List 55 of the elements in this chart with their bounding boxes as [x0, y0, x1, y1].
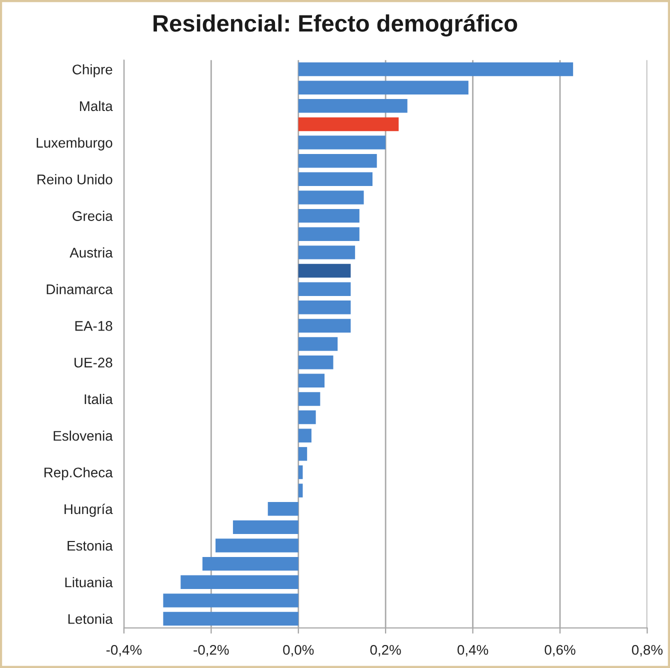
bar — [298, 484, 303, 498]
bar — [202, 556, 298, 571]
bar — [298, 337, 338, 351]
y-tick-label: Grecia — [72, 210, 113, 221]
bar — [298, 447, 308, 461]
x-tick-label: 0,8% — [632, 644, 663, 656]
x-tick-label: -0,4% — [106, 644, 142, 656]
bar — [298, 282, 351, 296]
bar — [216, 538, 298, 552]
y-tick-label: Rep.Checa — [44, 467, 113, 480]
y-tick-label: Lituania — [65, 577, 113, 588]
y-tick-label: Eslovenia — [54, 430, 113, 441]
bar — [232, 520, 298, 534]
bar — [298, 172, 373, 186]
bar — [298, 264, 351, 278]
y-tick-label: Italia — [84, 394, 113, 404]
bar — [298, 62, 574, 76]
y-tick-label: UE-28 — [74, 358, 112, 368]
bar — [298, 318, 351, 333]
chart-title: Residencial: Efecto demográfico — [154, 14, 518, 37]
y-tick-label: Estonia — [68, 540, 113, 551]
x-tick-label: -0,2% — [194, 644, 229, 656]
x-tick-label: 0,6% — [544, 644, 576, 656]
bar — [298, 190, 364, 204]
bar — [298, 355, 334, 370]
y-tick-label: Hungría — [64, 504, 113, 517]
bar — [298, 246, 356, 260]
bar — [298, 227, 360, 241]
bar — [298, 99, 408, 113]
y-tick-label: Reino Unido — [38, 174, 112, 184]
bar — [298, 374, 325, 388]
bar — [298, 410, 316, 424]
y-tick-label: Chipre — [72, 64, 112, 78]
bar — [298, 428, 312, 442]
y-tick-label: Letonia — [68, 614, 113, 624]
y-tick-label: Dinamarca — [46, 284, 113, 294]
bar — [298, 80, 468, 94]
bar — [180, 575, 298, 589]
bar — [298, 208, 360, 223]
bar — [298, 300, 351, 314]
bar — [298, 465, 303, 480]
x-tick-label: 0,0% — [283, 644, 314, 656]
bar — [163, 612, 298, 626]
bar — [268, 502, 298, 516]
bar — [163, 594, 298, 608]
x-tick-label: 0,2% — [370, 644, 401, 656]
bar — [298, 392, 320, 406]
y-tick-label: EA-18 — [75, 321, 112, 331]
bar — [298, 154, 377, 168]
bar — [298, 136, 386, 150]
bar — [298, 117, 399, 132]
y-tick-label: Austria — [70, 247, 113, 258]
y-tick-label: Malta — [80, 100, 113, 112]
x-tick-label: 0,4% — [458, 644, 488, 656]
y-tick-label: Luxemburgo — [36, 138, 112, 150]
